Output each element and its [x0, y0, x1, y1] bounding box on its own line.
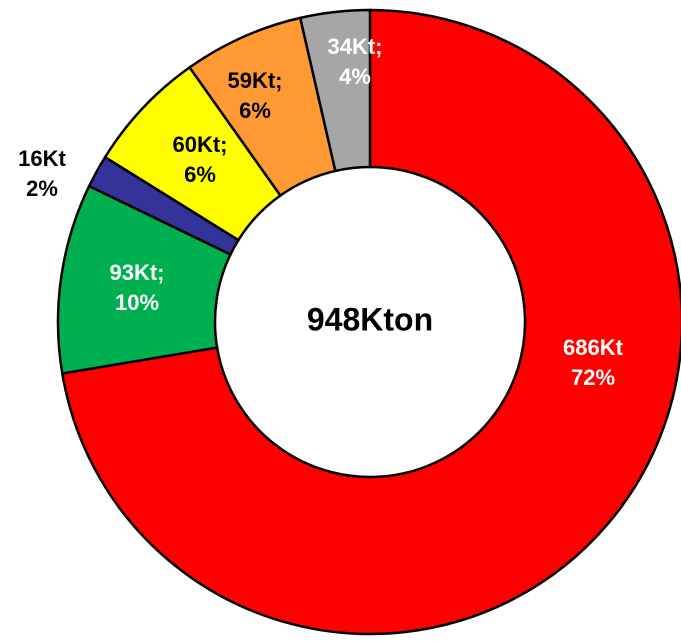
data-label-line: 72%	[571, 365, 615, 390]
donut-segment	[298, 8, 372, 173]
data-label-line: 60Kt;	[172, 132, 227, 157]
data-label: 60Kt; 6%	[172, 132, 227, 187]
data-label-line: 93Kt;	[109, 260, 164, 285]
data-label-line: 6%	[239, 98, 271, 123]
data-label-line: 2%	[26, 176, 58, 201]
data-label: 686Kt 72%	[563, 335, 624, 390]
data-label-line: 34Kt;	[327, 34, 382, 59]
data-label-line: 6%	[184, 162, 216, 187]
data-label: 93Kt; 10%	[109, 260, 164, 315]
data-label-line: 59Kt;	[227, 68, 282, 93]
data-label: 16Kt 2%	[18, 146, 66, 201]
data-label: 59Kt; 6%	[227, 68, 282, 123]
data-label-line: 10%	[115, 290, 159, 315]
data-label-line: 686Kt	[563, 335, 624, 360]
data-label-line: 4%	[339, 64, 371, 89]
center-label: 948Kton	[307, 301, 433, 337]
data-label-line: 16Kt	[18, 146, 66, 171]
donut-segment	[60, 8, 681, 636]
data-label: 34Kt; 4%	[327, 34, 382, 89]
